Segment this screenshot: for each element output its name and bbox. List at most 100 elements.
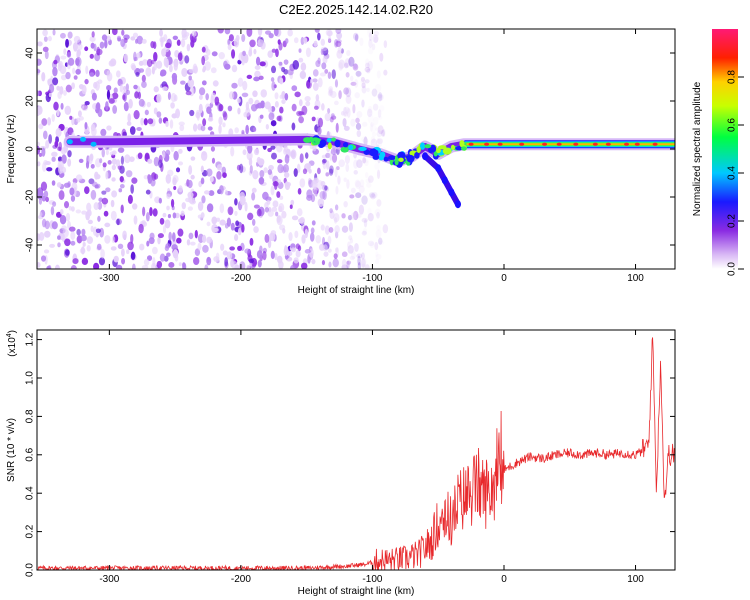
noise-speck [237, 227, 242, 236]
noise-speck [202, 118, 207, 127]
noise-speck [312, 82, 319, 91]
noise-speck [370, 193, 376, 200]
noise-speck [227, 43, 232, 51]
noise-speck [254, 148, 260, 156]
noise-speck [380, 129, 385, 137]
noise-speck [239, 163, 244, 174]
noise-speck [270, 250, 275, 260]
noise-speck [245, 107, 251, 117]
noise-speck [65, 212, 71, 222]
noise-speck [159, 217, 165, 225]
noise-speck [90, 42, 95, 49]
noise-speck [37, 58, 42, 66]
noise-speck [105, 101, 109, 111]
noise-speck [37, 90, 40, 97]
noise-speck [324, 185, 328, 191]
noise-speck [300, 62, 307, 72]
noise-speck [334, 231, 339, 239]
spectrogram-y-tick-label: 0 [25, 146, 36, 152]
noise-speck [166, 205, 170, 211]
noise-speck [110, 246, 117, 251]
noise-speck [197, 242, 202, 251]
colorbar-tick-label: 0.0 [727, 262, 738, 276]
noise-speck [252, 127, 257, 132]
noise-speck [341, 259, 347, 268]
noise-speck [165, 149, 171, 156]
noise-speck [46, 167, 53, 172]
noise-speck [105, 170, 109, 180]
noise-speck [187, 191, 194, 199]
noise-speck [345, 87, 352, 98]
snr-y-tick-label: 1.2 [25, 332, 36, 346]
noise-speck [206, 221, 211, 227]
noise-speck [169, 119, 174, 129]
noise-speck [248, 258, 255, 264]
noise-speck [262, 250, 267, 261]
noise-speck [229, 246, 235, 251]
noise-speck [219, 219, 226, 226]
noise-speck [91, 92, 97, 101]
noise-speck [335, 185, 339, 195]
noise-speck [73, 35, 81, 44]
noise-speck [239, 195, 246, 206]
noise-speck [180, 38, 186, 48]
noise-speck [303, 37, 308, 44]
noise-speck [364, 66, 371, 73]
noise-speck [377, 125, 384, 135]
noise-speck [271, 152, 277, 160]
noise-speck [367, 60, 373, 71]
noise-speck [291, 215, 299, 221]
noise-speck [361, 258, 366, 268]
noise-speck [249, 237, 254, 246]
noise-speck [204, 264, 209, 269]
spectrogram-x-label: Height of straight line (km) [298, 285, 415, 296]
noise-speck [106, 84, 112, 91]
noise-speck [281, 99, 286, 105]
noise-speck [312, 78, 318, 83]
noise-speck [56, 109, 60, 117]
noise-speck [254, 65, 261, 70]
noise-speck [42, 29, 48, 37]
chart-title: C2E2.2025.142.14.02.R20 [279, 2, 433, 17]
noise-speck [81, 228, 86, 236]
noise-speck [328, 38, 332, 43]
noise-speck [351, 251, 356, 260]
noise-speck [133, 215, 138, 225]
noise-speck [86, 209, 92, 217]
noise-speck [65, 38, 69, 48]
snr-y-tick-label: 1.0 [25, 371, 36, 385]
noise-speck [231, 82, 238, 89]
noise-speck [173, 150, 179, 161]
noise-speck [344, 58, 351, 68]
noise-speck [84, 46, 89, 52]
noise-speck [361, 230, 367, 236]
noise-speck [374, 83, 382, 93]
noise-speck [375, 251, 379, 257]
noise-speck [165, 243, 171, 249]
noise-speck [151, 246, 158, 255]
noise-speck [138, 223, 144, 234]
noise-speck [330, 90, 337, 99]
noise-speck [356, 253, 363, 259]
noise-speck [206, 203, 214, 213]
noise-speck [39, 211, 43, 218]
noise-speck [187, 78, 195, 88]
noise-speck [156, 60, 163, 69]
track-blob [379, 151, 386, 158]
noise-speck [201, 80, 207, 86]
noise-speck [87, 219, 93, 225]
noise-speck [188, 232, 194, 240]
noise-speck [334, 204, 339, 211]
snr-scale-suffix: ) [7, 330, 18, 333]
noise-speck [259, 114, 264, 119]
noise-speck [301, 234, 306, 244]
noise-speck [320, 48, 324, 56]
noise-speck [177, 52, 183, 61]
noise-speck [75, 174, 83, 182]
noise-speck [291, 85, 298, 92]
colorbar-label: Normalized spectral amplitude [692, 81, 703, 216]
noise-speck [215, 252, 220, 261]
noise-speck [237, 107, 241, 115]
noise-speck [45, 139, 50, 149]
noise-speck [377, 94, 382, 99]
